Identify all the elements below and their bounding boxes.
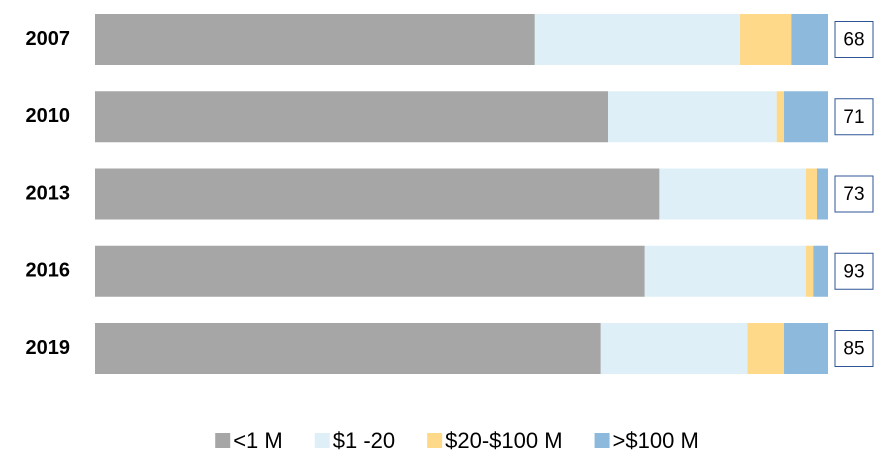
bar-segment (95, 14, 535, 65)
total-box (834, 98, 874, 136)
bar-segment (813, 245, 828, 297)
legend-swatch (427, 433, 443, 448)
y-tick-label: 2013 (26, 182, 71, 204)
legend-swatch (215, 433, 231, 448)
bar-segment (95, 245, 645, 297)
bar-segment (608, 91, 777, 143)
bar-segment (817, 168, 828, 220)
bar-segment (95, 168, 660, 220)
bar-segment (95, 91, 609, 143)
legend-label: $20-$100 M (445, 428, 562, 453)
bar-segment (95, 323, 601, 374)
y-tick-label: 2019 (26, 337, 71, 359)
bar-segment (776, 91, 785, 143)
total-box (834, 21, 874, 58)
legend: <1 M $1 -20 $20-$100 M >$100 M (215, 428, 699, 453)
y-tick-label: 2016 (26, 260, 71, 282)
total-label: 93 (843, 261, 864, 282)
total-label: 85 (843, 339, 864, 360)
legend-swatch (314, 433, 330, 448)
total-label: 73 (843, 184, 864, 205)
total-label: 68 (843, 30, 864, 51)
bar-segment (806, 245, 814, 297)
bar-segment (747, 323, 785, 374)
y-tick-label: 2010 (26, 105, 71, 127)
legend-label: >$100 M (613, 428, 699, 453)
bar-segment (534, 14, 741, 65)
bar-segment (806, 168, 818, 220)
bar-segment (600, 323, 748, 374)
bar-segment (784, 91, 828, 143)
bar-segment (784, 323, 828, 374)
total-label: 71 (843, 107, 864, 128)
bar-segment (659, 168, 807, 220)
y-tick-label: 2007 (26, 28, 71, 50)
bar-segment (644, 245, 807, 297)
total-box (834, 330, 874, 367)
legend-label: $1 -20 (333, 428, 395, 453)
total-box (834, 175, 874, 213)
bar-segment (740, 14, 792, 65)
legend-swatch (594, 433, 610, 448)
bar-segment (791, 14, 828, 65)
legend-label: <1 M (233, 428, 283, 453)
total-box (834, 252, 874, 290)
